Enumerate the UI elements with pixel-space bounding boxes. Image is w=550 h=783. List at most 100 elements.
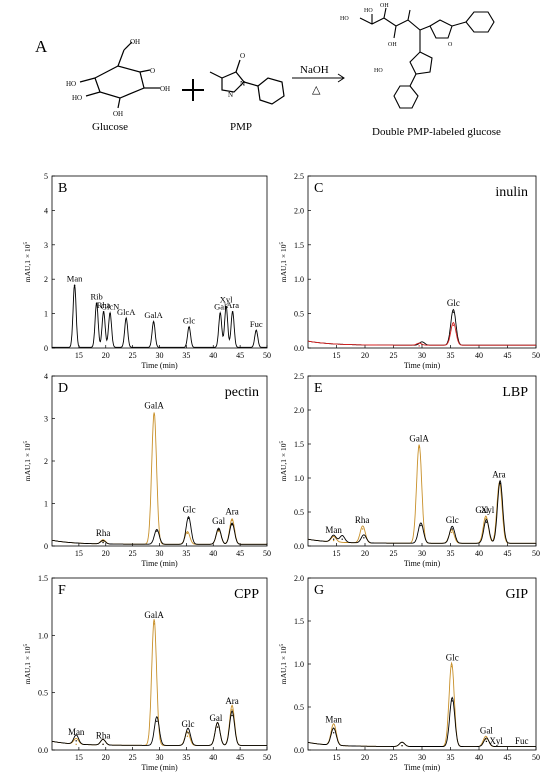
x-tick-label: 45: [504, 351, 512, 360]
peak-point: [332, 732, 335, 734]
y-tick-label: 1.5: [294, 440, 304, 449]
panel-letter-e: E: [314, 381, 323, 396]
x-tick-label: 45: [504, 753, 512, 762]
peak-point: [231, 524, 233, 526]
x-tick-label: 30: [418, 351, 426, 360]
series-line-series_black: [51, 516, 267, 545]
peak-label: Rha: [96, 730, 111, 740]
peak-point: [75, 740, 77, 742]
x-tick-label: 50: [263, 753, 271, 762]
x-tick-label: 15: [75, 549, 83, 558]
x-tick-label: 15: [75, 351, 83, 360]
y-tick-label: 0.0: [294, 746, 304, 755]
peak-point: [231, 714, 233, 717]
x-tick-label: 30: [418, 753, 426, 762]
peak-label: GalA: [144, 310, 163, 320]
y-tick-label: 0.5: [38, 689, 48, 698]
y-tick-label: 1.0: [294, 275, 304, 284]
o-label: O: [150, 67, 155, 75]
peak-point: [102, 311, 105, 313]
peak-point: [102, 541, 104, 544]
peak-label: Fuc: [515, 736, 529, 746]
peak-label: Ara: [225, 696, 239, 706]
y-tick-label: 1.5: [294, 617, 304, 626]
x-tick-label: 25: [390, 753, 398, 762]
oh-label: OH: [388, 42, 397, 48]
n-label: N: [240, 80, 245, 88]
peak-label: Man: [325, 525, 342, 535]
ho-label: HO: [374, 68, 383, 74]
peak-label: Gal: [209, 713, 222, 723]
peak-point: [332, 538, 335, 540]
peak-label: Glc: [183, 504, 196, 514]
x-tick-label: 50: [532, 351, 540, 360]
peak-point: [485, 740, 488, 743]
peak-point: [156, 530, 158, 532]
peak-label: Xyl: [481, 505, 495, 515]
peak-label: GalA: [409, 433, 429, 443]
x-tick-label: 25: [129, 549, 137, 558]
x-tick-label: 30: [418, 549, 426, 558]
peak-point: [95, 302, 98, 305]
naoh-label: NaOH: [300, 64, 329, 76]
glucose-label: Glucose: [92, 121, 128, 133]
product-structure: [359, 7, 495, 109]
y-tick-label: 2: [44, 457, 48, 466]
y-tick-label: 1.0: [38, 631, 48, 640]
series-line-standard: [52, 284, 267, 348]
y-tick-label: 0.0: [38, 746, 48, 755]
y-tick-label: 4: [44, 372, 48, 381]
y-tick-label: 0: [44, 542, 48, 551]
peak-point: [362, 528, 364, 530]
x-tick-label: 25: [390, 549, 398, 558]
y-axis-label: mAU,1 × 105: [23, 643, 32, 684]
peak-label: Gal: [480, 726, 493, 736]
peak-label: Ara: [492, 469, 506, 479]
y-axis-label: mAU,1 × 105: [23, 241, 32, 282]
peak-label: Xyl: [489, 736, 503, 746]
peak-point: [451, 528, 453, 530]
panel-letter-f: F: [58, 583, 66, 598]
chart-title-e: LBP: [502, 385, 528, 400]
peak-point: [418, 446, 420, 449]
peak-point: [341, 538, 343, 540]
y-tick-label: 2.5: [294, 372, 304, 381]
chart-title-c: inulin: [495, 185, 528, 200]
series-line-series_orange: [307, 661, 536, 748]
series-line-series_red: [307, 321, 536, 346]
ho-label: HO: [340, 16, 349, 22]
peak-label: Rib: [90, 291, 102, 301]
peak-point: [231, 311, 234, 313]
peak-point: [452, 324, 455, 326]
o-label: O: [448, 42, 453, 48]
y-axis-exponent: 5: [279, 241, 285, 244]
series-line-series_black: [307, 696, 536, 748]
peak-point: [217, 529, 220, 531]
peak-label: Rha: [97, 300, 111, 310]
y-tick-label: 1.0: [294, 474, 304, 483]
peak-label: GlcN: [101, 302, 119, 312]
peak-point: [401, 745, 403, 747]
x-tick-label: 35: [447, 549, 455, 558]
y-axis-exponent: 5: [23, 241, 29, 244]
peak-point: [125, 317, 127, 320]
y-tick-label: 1.5: [38, 574, 48, 583]
peak-point: [499, 482, 501, 485]
peak-point: [420, 524, 422, 527]
panel-letter-a: A: [35, 37, 48, 56]
x-tick-label: 50: [532, 549, 540, 558]
chart-title-g: GIP: [505, 587, 528, 602]
peak-label: Glc: [446, 515, 459, 525]
x-tick-label: 35: [447, 753, 455, 762]
peak-point: [450, 665, 453, 668]
peak-label: Gal: [475, 505, 488, 515]
peak-point: [75, 743, 77, 745]
peak-label: Rha: [355, 515, 370, 525]
x-tick-label: 35: [182, 351, 190, 360]
series-line-series_black: [307, 479, 536, 544]
x-tick-label: 20: [361, 351, 369, 360]
oh-label: OH: [130, 38, 140, 46]
x-tick-label: 15: [75, 753, 83, 762]
y-axis-label: mAU,1 × 105: [23, 440, 32, 481]
